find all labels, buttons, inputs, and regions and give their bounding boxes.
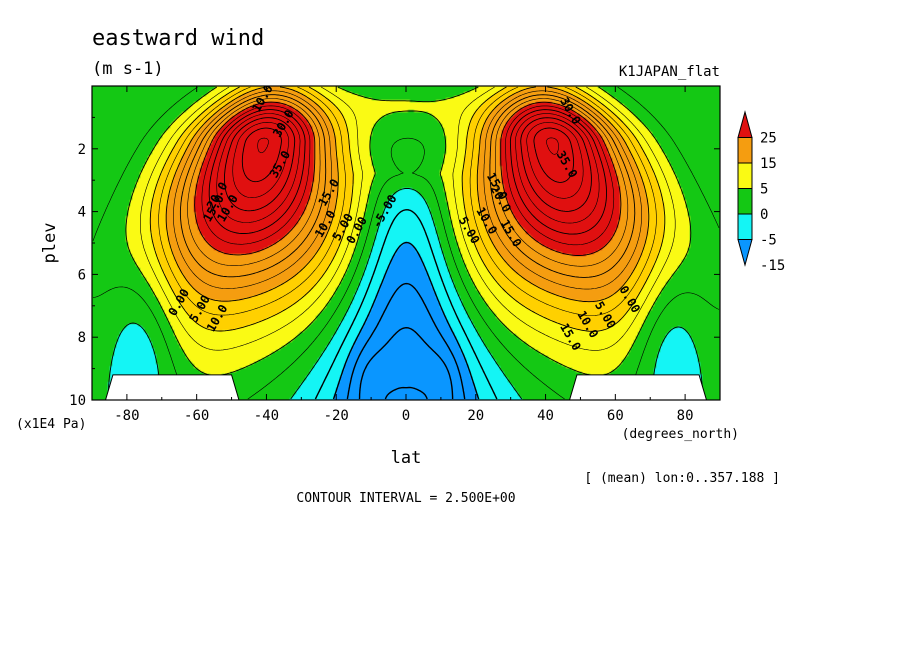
colorbar-band <box>737 188 753 215</box>
x-tick-label: 20 <box>467 408 484 424</box>
colorbar-label: 15 <box>760 156 777 172</box>
colorbar-band <box>737 162 753 189</box>
contour-line <box>201 105 615 246</box>
x-tick-label: 0 <box>402 408 410 424</box>
colorbar-label: 25 <box>760 131 777 147</box>
contour-line <box>187 98 629 267</box>
contour-line <box>208 109 607 235</box>
chart-units: (m s-1) <box>92 59 164 79</box>
missing-data-region <box>105 374 240 400</box>
x-tick-label: 40 <box>537 408 554 424</box>
contour-line <box>149 86 666 332</box>
contour-line <box>140 86 676 351</box>
x-tick-label: -20 <box>324 408 349 424</box>
y-axis-units: (x1E4 Pa) <box>16 417 86 432</box>
y-tick-label: 8 <box>78 330 86 346</box>
x-tick-label: -80 <box>114 408 139 424</box>
contour-line <box>384 386 428 400</box>
dataset-label: K1JAPAN_flat <box>619 64 720 80</box>
x-axis-units: (degrees_north) <box>622 427 739 442</box>
missing-data-regions <box>105 374 707 400</box>
colorbar: 25 15 5 0 -5 -15 <box>737 110 785 274</box>
chart-title: eastward wind <box>92 26 264 51</box>
contour-line <box>332 241 480 400</box>
contour-line <box>358 327 454 400</box>
contour-line <box>165 86 650 303</box>
x-tick-label: -60 <box>184 408 209 424</box>
colorbar-band <box>737 137 753 164</box>
x-tick-label: 60 <box>607 408 624 424</box>
contour-interval-text: CONTOUR INTERVAL = 2.500E+00 <box>296 491 515 506</box>
colorbar-label: 0 <box>760 207 768 223</box>
contour-line <box>314 209 498 400</box>
colorbar-band <box>737 110 753 138</box>
contour-line <box>241 127 575 183</box>
x-axis: -80 -60 -40 -20 0 20 40 60 80 <box>114 86 721 424</box>
contour-line <box>346 282 466 400</box>
contour-lines <box>92 86 720 400</box>
colorbar-band <box>737 239 753 267</box>
y-tick-label: 10 <box>69 393 86 409</box>
missing-data-region <box>569 374 707 400</box>
y-axis-label: plev <box>40 223 60 264</box>
y-axis: 2 4 6 8 10 <box>69 116 720 409</box>
contour-line <box>216 113 600 224</box>
colorbar-label: -5 <box>760 233 777 249</box>
y-tick-label: 4 <box>78 205 86 221</box>
contour-line <box>194 101 622 256</box>
contour-line <box>173 90 642 290</box>
contour-line <box>257 137 559 155</box>
colorbar-label: 5 <box>760 182 768 198</box>
contour-line <box>223 117 592 212</box>
contour-line <box>232 122 584 199</box>
contour-line <box>179 94 636 278</box>
contour-line <box>92 86 720 400</box>
contour-line <box>158 86 657 316</box>
x-tick-label: -40 <box>254 408 279 424</box>
y-tick-label: 6 <box>78 267 86 283</box>
y-tick-label: 2 <box>78 142 86 158</box>
contour-line <box>125 86 692 377</box>
colorbar-band <box>737 213 753 240</box>
x-tick-label: 80 <box>677 408 694 424</box>
mean-annotation: [ (mean) lon:0..357.188 ] <box>584 471 780 486</box>
colorbar-label: -15 <box>760 258 785 274</box>
x-axis-label: lat <box>391 448 422 468</box>
